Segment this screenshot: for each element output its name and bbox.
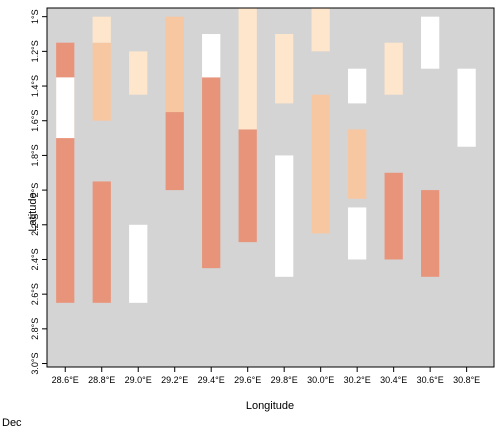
x-tick-label: 29.6°E <box>234 375 261 385</box>
heatmap-cell <box>56 77 75 139</box>
heatmap-cell <box>165 16 184 113</box>
x-tick-label: 30.2°E <box>344 375 371 385</box>
y-tick-label: 1.4°S <box>30 75 40 97</box>
x-tick-label: 30.8°E <box>453 375 480 385</box>
heatmap-cell <box>457 68 476 147</box>
heatmap-cell <box>384 172 403 260</box>
heatmap-cell <box>348 68 367 104</box>
plot-background <box>47 8 494 367</box>
plot-frame <box>46 7 495 368</box>
heatmap-cell <box>311 94 330 234</box>
x-tick-label: 30.0°E <box>307 375 334 385</box>
heatmap-cell <box>384 42 403 95</box>
heatmap-cells <box>56 8 476 303</box>
heatmap-cell <box>238 8 257 130</box>
x-tick-label: 29.8°E <box>271 375 298 385</box>
y-tick-label: 1°S <box>30 9 40 24</box>
x-tick-label: 28.8°E <box>88 375 115 385</box>
x-tick-label: 28.6°E <box>52 375 79 385</box>
x-axis: 28.6°E 28.8°E 29.0°E 29.2°E 29.4°E 29.6°E 29.8… <box>52 367 480 385</box>
heatmap-cell <box>165 112 184 191</box>
y-tick-label: 2.2°S <box>30 214 40 236</box>
heatmap-cell <box>275 155 294 277</box>
heatmap-cell <box>202 34 221 78</box>
heatmap-cell <box>238 129 257 243</box>
x-tick-label: 30.6°E <box>417 375 444 385</box>
x-axis-title: Longitude <box>246 400 294 412</box>
x-tick-label: 30.4°E <box>380 375 407 385</box>
heatmap-cell <box>92 181 111 303</box>
x-tick-label: 29.0°E <box>125 375 152 385</box>
y-tick-label: 1.2°S <box>30 40 40 62</box>
heatmap-cell <box>348 207 367 260</box>
y-tick-label: 1.8°S <box>30 144 40 166</box>
x-tick-label: 29.2°E <box>161 375 188 385</box>
month-label: Dec <box>2 417 22 429</box>
heatmap-cell <box>421 16 440 69</box>
heatmap-cell <box>92 42 111 121</box>
y-tick-label: 2°S <box>30 183 40 198</box>
y-tick-label: 2.4°S <box>30 248 40 270</box>
heatmap-cell <box>348 129 367 199</box>
heatmap-cell <box>311 8 330 52</box>
y-tick-label: 2.8°S <box>30 318 40 340</box>
heatmap-cell <box>202 77 221 269</box>
y-tick-label: 1.6°S <box>30 110 40 132</box>
heatmap-cell <box>129 51 148 95</box>
y-axis-title: Latitude <box>27 192 39 231</box>
x-tick-label: 29.4°E <box>198 375 225 385</box>
heatmap-cell <box>92 16 111 43</box>
y-tick-label: 3.0°S <box>30 352 40 374</box>
y-tick-label: 2.6°S <box>30 283 40 305</box>
heatmap-cell <box>275 34 294 104</box>
y-axis: 1°S 1.2°S 1.4°S 1.6°S 1.8°S 2°S 2.2°S 2.4°S 2.6°… <box>30 9 47 375</box>
heatmap-cell <box>421 190 440 277</box>
heatmap-cell <box>129 224 148 303</box>
